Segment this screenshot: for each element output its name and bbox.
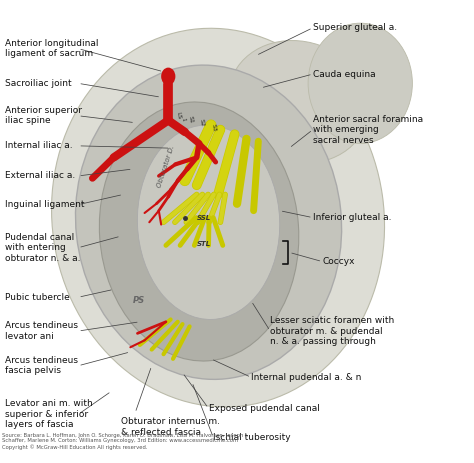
Text: Anterior sacral foramina
with emerging
sacral nerves: Anterior sacral foramina with emerging s… (313, 115, 423, 144)
Text: Internal iliac a.: Internal iliac a. (5, 141, 73, 150)
Text: Obturator D.: Obturator D. (156, 145, 176, 188)
Text: Arcus tendineus
levator ani: Arcus tendineus levator ani (5, 321, 78, 341)
Text: Exposed pudendal canal: Exposed pudendal canal (209, 404, 319, 413)
Text: External iliac a.: External iliac a. (5, 171, 75, 181)
Text: SSL: SSL (197, 215, 211, 221)
Text: Source: Barbara L. Hoffman, John O. Schorge, Karen D. Bradshaw, Lisa M. Halvorso: Source: Barbara L. Hoffman, John O. Scho… (2, 433, 248, 450)
Text: LS: LS (175, 111, 182, 119)
Text: Superior gluteal a.: Superior gluteal a. (313, 23, 397, 32)
Text: Internal pudendal a. & n: Internal pudendal a. & n (251, 373, 362, 382)
Text: Levator ani m. with
superior & inferior
layers of fascia: Levator ani m. with superior & inferior … (5, 400, 92, 429)
Text: Coccyx: Coccyx (322, 257, 355, 266)
Text: Cauda equina: Cauda equina (313, 69, 375, 79)
Text: Lesser sciatic foramen with
obturator m. & pudendal
n. & a. passing through: Lesser sciatic foramen with obturator m.… (270, 316, 394, 346)
Text: S1: S1 (187, 115, 193, 124)
Text: Pudendal canal
with entering
obturator n. & a.: Pudendal canal with entering obturator n… (5, 233, 80, 263)
Text: S2: S2 (199, 119, 205, 127)
Text: Arcus tendineus
fascia pelvis: Arcus tendineus fascia pelvis (5, 356, 78, 375)
Ellipse shape (52, 28, 384, 407)
Ellipse shape (308, 23, 412, 144)
Text: Anterior superior
iliac spine: Anterior superior iliac spine (5, 106, 82, 125)
Text: Ischial tuberosity: Ischial tuberosity (213, 433, 291, 442)
Text: Sacroiliac joint: Sacroiliac joint (5, 79, 72, 88)
Text: Obturator internus m.
& reflected fascia: Obturator internus m. & reflected fascia (121, 417, 220, 437)
Text: Pubic tubercle: Pubic tubercle (5, 293, 70, 302)
Text: Inguinal ligament: Inguinal ligament (5, 200, 84, 209)
Text: Inferior gluteal a.: Inferior gluteal a. (313, 213, 392, 222)
Ellipse shape (100, 102, 299, 361)
Text: STL: STL (197, 241, 211, 247)
Ellipse shape (75, 65, 342, 379)
Text: S3: S3 (211, 123, 217, 131)
Text: 1: 1 (180, 118, 185, 121)
Ellipse shape (228, 41, 369, 163)
Text: PS: PS (133, 296, 145, 305)
Text: Anterior longitudinal
ligament of sacrum: Anterior longitudinal ligament of sacrum (5, 39, 98, 58)
Ellipse shape (137, 125, 280, 319)
Ellipse shape (161, 68, 175, 85)
